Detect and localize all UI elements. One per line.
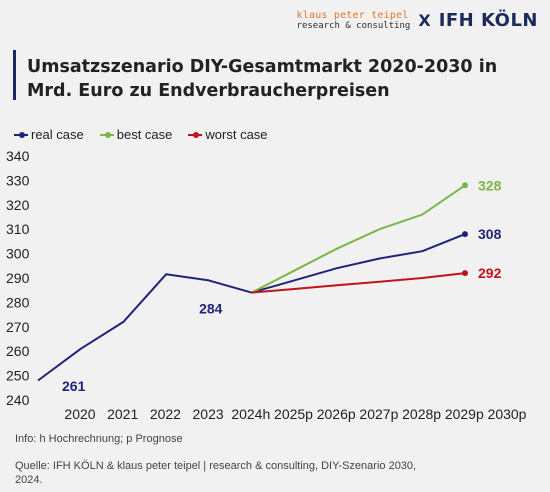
y-tick-label: 240 (6, 392, 30, 408)
series-point-real-case (462, 231, 468, 238)
brand-separator: X (418, 11, 431, 30)
title-accent-bar (13, 50, 16, 100)
series-point-best-case (462, 182, 468, 189)
legend-item-worst-case: worst case (188, 127, 268, 142)
data-label: 328 (478, 177, 502, 193)
x-tick-label: 2027p (359, 406, 398, 422)
series-line-best-case (251, 184, 466, 294)
y-tick-label: 280 (6, 294, 30, 310)
partner-name: klaus peter teipel (296, 9, 409, 21)
x-tick-label: 2029p (445, 406, 484, 422)
legend-swatch (99, 130, 114, 140)
x-tick-label: 2022 (150, 406, 181, 422)
partner-tagline: research & consulting (296, 20, 411, 31)
x-tick-label: 2025p (274, 406, 313, 422)
chart-legend: real case best case worst case (14, 127, 268, 142)
y-tick-label: 270 (6, 319, 30, 335)
x-tick-label: 2023 (193, 406, 224, 422)
x-tick-label: 2020 (64, 406, 95, 422)
legend-item-real-case: real case (14, 127, 84, 142)
y-tick-label: 250 (6, 368, 30, 384)
y-tick-label: 340 (6, 148, 30, 164)
y-tick-label: 320 (6, 197, 30, 213)
brand-logo: klaus peter teipel research & consulting… (297, 10, 538, 31)
x-tick-label: 2028p (402, 406, 441, 422)
chart-title: Umsatzszenario DIY-Gesamtmarkt 2020-2030… (27, 57, 498, 101)
x-tick-label: 2030p (488, 406, 527, 422)
legend-swatch (188, 130, 203, 140)
data-label: 284 (199, 300, 223, 316)
y-tick-label: 330 (6, 172, 30, 188)
source-note: Quelle: IFH KÖLN & klaus peter teipel | … (15, 460, 417, 486)
x-tick-label: 2026p (317, 406, 356, 422)
legend-label: best case (116, 127, 173, 142)
ifh-logo: IFH KÖLN (438, 10, 538, 31)
series-point-worst-case (462, 270, 468, 277)
y-tick-label: 310 (6, 221, 30, 237)
x-tick-label: 2024h (231, 406, 270, 422)
y-tick-label: 290 (6, 270, 30, 286)
legend-item-best-case: best case (99, 127, 173, 142)
legend-label: worst case (205, 127, 268, 142)
series-line-real-case (37, 233, 466, 382)
legend-swatch (14, 130, 28, 140)
data-label: 261 (62, 378, 86, 394)
y-tick-label: 260 (6, 343, 30, 359)
x-tick-label: 2021 (107, 406, 138, 422)
y-tick-label: 300 (6, 246, 30, 262)
series-line-worst-case (251, 272, 466, 294)
partner-logo: klaus peter teipel research & consulting (296, 9, 411, 31)
legend-label: real case (31, 127, 84, 142)
footnote: Info: h Hochrechnung; p Prognose (15, 433, 183, 445)
data-label: 308 (478, 226, 502, 242)
data-label: 292 (478, 265, 502, 281)
